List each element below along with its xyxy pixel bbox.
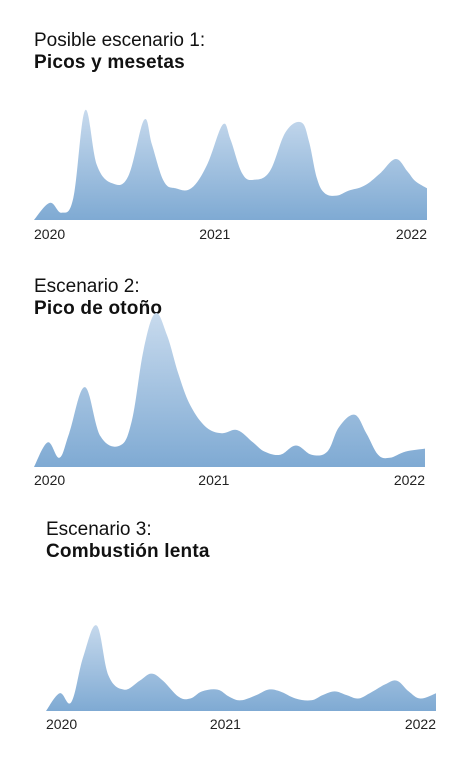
- chart-2-xtick-2020: 2020: [34, 472, 65, 488]
- chart-3-xtick-2022: 2022: [405, 716, 436, 732]
- chart-3-svg: 2020 2021 2022: [46, 625, 436, 732]
- chart-3-subtitle: Escenario 3:: [46, 519, 152, 540]
- chart-1-area: [34, 109, 427, 220]
- chart-2-svg: 2020 2021 2022: [34, 313, 425, 488]
- chart-1-xtick-2022: 2022: [396, 226, 427, 242]
- chart-2-title: Pico de otoño: [34, 298, 163, 319]
- chart-3-xtick-2020: 2020: [46, 716, 77, 732]
- chart-panel-2: Escenario 2: Pico de otoño 2020 2021 2022: [0, 250, 470, 500]
- chart-3-area: [46, 625, 436, 711]
- chart-1-xtick-2021: 2021: [199, 226, 230, 242]
- chart-panel-3: Escenario 3: Combustión lenta 2020 2021 20…: [0, 500, 470, 765]
- chart-panel-1: Posible escenario 1: Picos y mesetas 202…: [0, 0, 470, 250]
- chart-1-subtitle: Posible escenario 1:: [34, 30, 206, 51]
- chart-3-xtick-2021: 2021: [210, 716, 241, 732]
- chart-2-area: [34, 313, 425, 467]
- chart-3-title: Combustión lenta: [46, 541, 210, 562]
- chart-2-xtick-2022: 2022: [394, 472, 425, 488]
- chart-1-svg: 2020 2021 2022: [34, 109, 427, 242]
- chart-1-title: Picos y mesetas: [34, 52, 185, 73]
- chart-1-xtick-2020: 2020: [34, 226, 65, 242]
- chart-2-subtitle: Escenario 2:: [34, 276, 140, 297]
- chart-2-xtick-2021: 2021: [198, 472, 229, 488]
